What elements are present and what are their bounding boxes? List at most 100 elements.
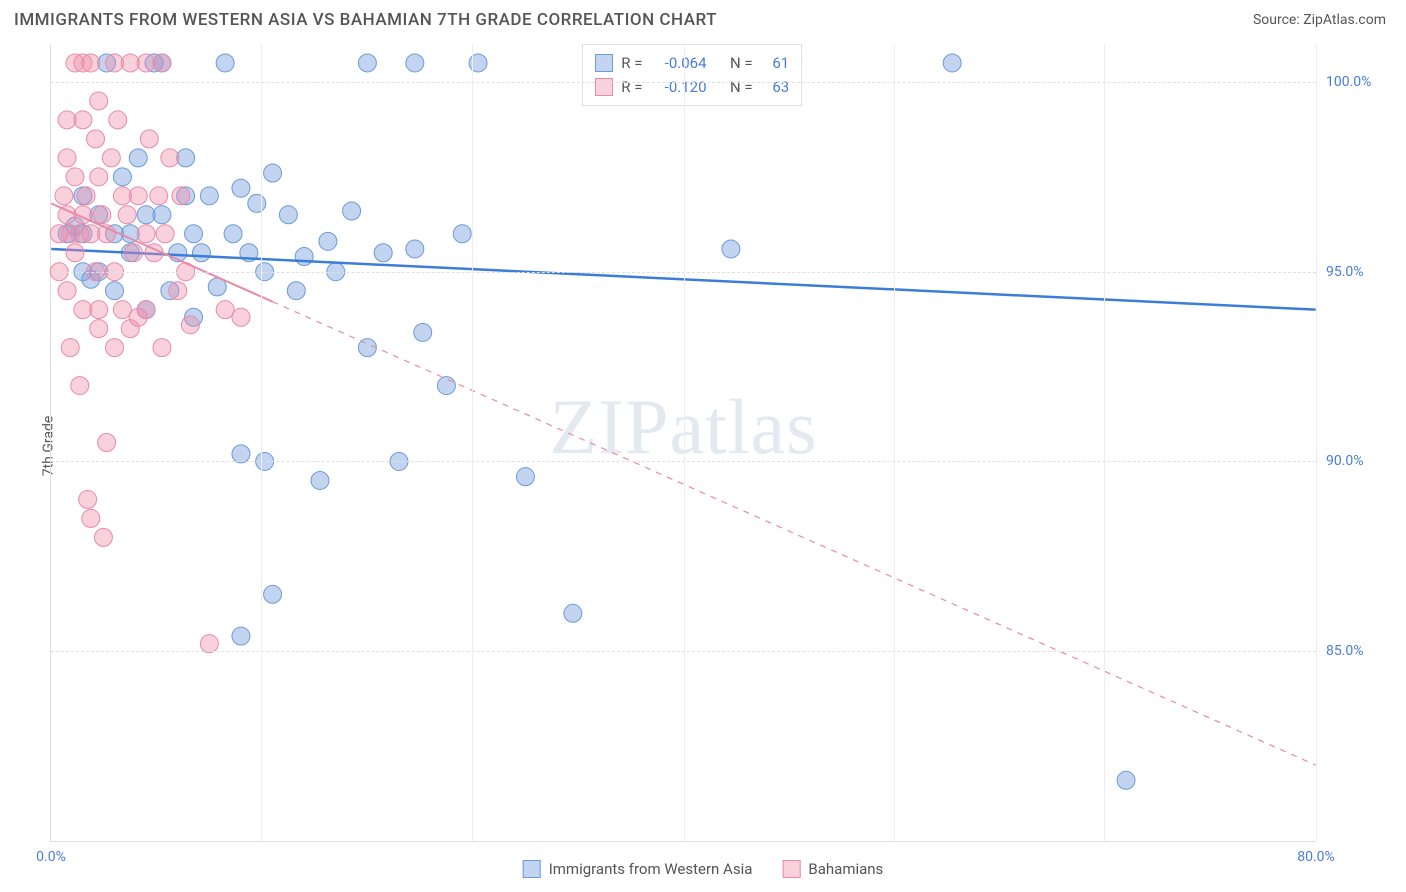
scatter-point-bahamians (153, 54, 171, 72)
scatter-point-western_asia (437, 377, 455, 395)
scatter-point-bahamians (61, 339, 79, 357)
correlation-stats-box: R = -0.064 N = 61 R = -0.120 N = 63 (582, 44, 802, 106)
r-label: R = (621, 75, 642, 99)
scatter-point-western_asia (319, 232, 337, 250)
scatter-point-bahamians (137, 301, 155, 319)
n-value: 63 (772, 75, 789, 99)
scatter-point-bahamians (118, 206, 136, 224)
scatter-point-western_asia (113, 168, 131, 186)
legend-swatch (595, 54, 613, 72)
scatter-point-bahamians (124, 244, 142, 262)
scatter-point-bahamians (87, 130, 105, 148)
r-value: -0.120 (651, 75, 707, 99)
scatter-point-bahamians (90, 320, 108, 338)
source-attribution: Source: ZipAtlas.com (1253, 12, 1386, 28)
scatter-point-bahamians (109, 111, 127, 129)
scatter-point-bahamians (90, 301, 108, 319)
scatter-point-western_asia (311, 471, 329, 489)
y-tick-label: 90.0% (1326, 453, 1396, 469)
scatter-point-western_asia (232, 627, 250, 645)
scatter-point-bahamians (172, 187, 190, 205)
scatter-point-bahamians (58, 149, 76, 167)
scatter-point-western_asia (343, 202, 361, 220)
scatter-point-bahamians (82, 509, 100, 527)
scatter-point-western_asia (137, 206, 155, 224)
scatter-point-western_asia (295, 248, 313, 266)
legend-label: Bahamians (808, 860, 883, 878)
scatter-point-bahamians (121, 54, 139, 72)
scatter-point-western_asia (722, 240, 740, 258)
scatter-point-western_asia (129, 149, 147, 167)
scatter-point-western_asia (106, 282, 124, 300)
scatter-point-bahamians (58, 111, 76, 129)
scatter-point-bahamians (137, 54, 155, 72)
y-tick-label: 95.0% (1326, 264, 1396, 280)
stats-row-western_asia: R = -0.064 N = 61 (595, 51, 789, 75)
r-label: R = (621, 51, 642, 75)
scatter-point-western_asia (287, 282, 305, 300)
scatter-point-western_asia (216, 54, 234, 72)
scatter-point-western_asia (224, 225, 242, 243)
legend-swatch (782, 860, 800, 878)
n-label: N = (730, 75, 753, 99)
y-tick-label: 85.0% (1326, 643, 1396, 659)
scatter-point-western_asia (232, 179, 250, 197)
chart-plot-area: ZIPatlas R =-0.064 N = 61R =-0.120 N = 6… (50, 44, 1316, 842)
x-tick-label: 0.0% (36, 849, 66, 865)
scatter-point-western_asia (192, 244, 210, 262)
scatter-point-bahamians (113, 187, 131, 205)
scatter-point-bahamians (156, 225, 174, 243)
scatter-point-western_asia (177, 149, 195, 167)
n-value: 61 (772, 51, 789, 75)
trendline-bahamians-proj (273, 302, 1316, 765)
legend-swatch (523, 860, 541, 878)
scatter-point-western_asia (264, 164, 282, 182)
legend-label: Immigrants from Western Asia (549, 860, 753, 878)
scatter-point-bahamians (216, 301, 234, 319)
scatter-point-western_asia (943, 54, 961, 72)
scatter-point-western_asia (406, 240, 424, 258)
scatter-point-bahamians (82, 54, 100, 72)
scatter-point-bahamians (129, 187, 147, 205)
y-tick-label: 100.0% (1326, 74, 1396, 90)
scatter-point-bahamians (102, 149, 120, 167)
scatter-point-bahamians (90, 92, 108, 110)
scatter-point-western_asia (185, 225, 203, 243)
scatter-point-western_asia (232, 445, 250, 463)
gridline-v (684, 44, 685, 841)
scatter-point-bahamians (232, 308, 250, 326)
legend-item-bahamians: Bahamians (782, 860, 883, 878)
scatter-point-bahamians (98, 434, 116, 452)
scatter-point-western_asia (564, 604, 582, 622)
chart-title: IMMIGRANTS FROM WESTERN ASIA VS BAHAMIAN… (14, 10, 717, 30)
scatter-point-western_asia (153, 206, 171, 224)
n-label: N = (730, 51, 753, 75)
scatter-point-bahamians (66, 244, 84, 262)
scatter-point-western_asia (516, 468, 534, 486)
scatter-point-western_asia (248, 194, 266, 212)
scatter-point-bahamians (150, 187, 168, 205)
scatter-point-bahamians (137, 225, 155, 243)
scatter-point-bahamians (58, 282, 76, 300)
scatter-point-bahamians (181, 316, 199, 334)
scatter-point-bahamians (140, 130, 158, 148)
scatter-point-bahamians (71, 377, 89, 395)
scatter-point-bahamians (55, 187, 73, 205)
gridline-v (472, 44, 473, 841)
scatter-point-western_asia (414, 323, 432, 341)
scatter-point-western_asia (406, 54, 424, 72)
scatter-point-bahamians (82, 225, 100, 243)
chart-header: IMMIGRANTS FROM WESTERN ASIA VS BAHAMIAN… (0, 0, 1406, 38)
scatter-point-bahamians (74, 301, 92, 319)
scatter-point-western_asia (453, 225, 471, 243)
scatter-point-western_asia (358, 54, 376, 72)
scatter-point-western_asia (121, 225, 139, 243)
r-value: -0.064 (651, 51, 707, 75)
legend-item-western_asia: Immigrants from Western Asia (523, 860, 753, 878)
scatter-point-bahamians (77, 187, 95, 205)
series-legend: Immigrants from Western Asia Bahamians (523, 860, 884, 878)
scatter-point-bahamians (90, 168, 108, 186)
scatter-point-bahamians (106, 54, 124, 72)
scatter-point-western_asia (374, 244, 392, 262)
gridline-v (1104, 44, 1105, 841)
